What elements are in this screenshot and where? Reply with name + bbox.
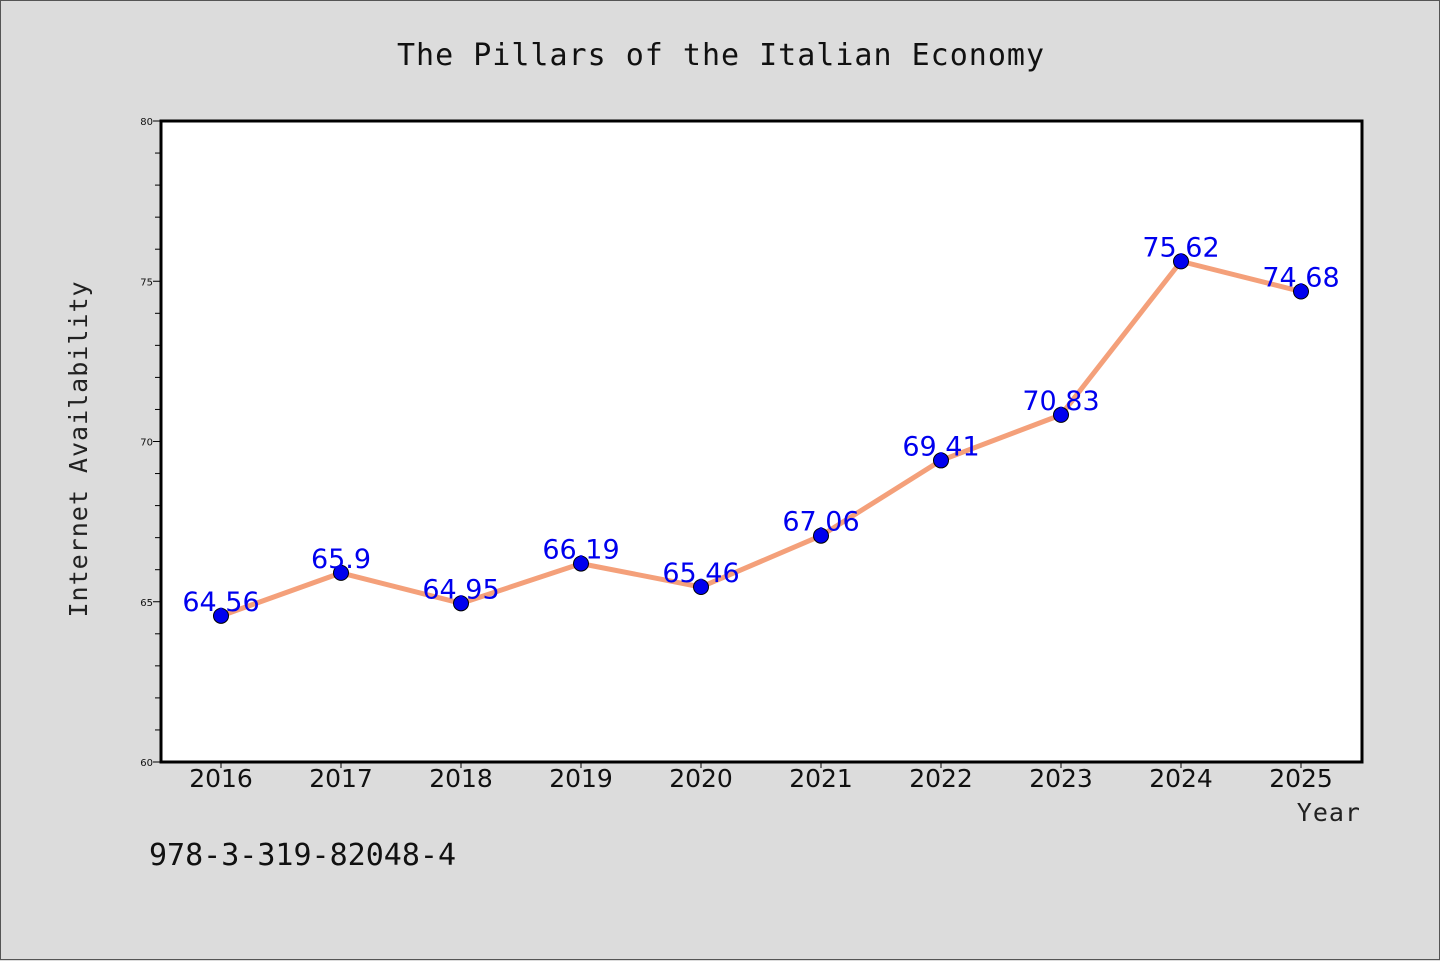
series-line (218, 258, 1304, 619)
data-label: 65.46 (662, 558, 739, 589)
data-label: 67.06 (782, 507, 859, 538)
data-point (573, 555, 589, 572)
x-tick-label: 2024 (1149, 764, 1213, 793)
data-point (1173, 253, 1189, 270)
data-label: 74.68 (1262, 263, 1339, 294)
data-labels-group: 64.56 65.9 64.95 66.19 65.46 67.06 69.41 70.83 7… (182, 232, 1339, 617)
series-line-group (218, 258, 1304, 619)
x-tick-label: 2023 (1029, 764, 1093, 793)
data-label: 69.41 (902, 431, 979, 462)
data-label: 66.19 (542, 535, 619, 566)
chart-title: The Pillars of the Italian Economy (397, 38, 1045, 73)
data-point (933, 452, 949, 469)
x-tick-label: 2017 (309, 764, 373, 793)
x-tick-label: 2021 (789, 764, 853, 793)
data-point (813, 527, 829, 544)
x-tick-label: 2020 (669, 764, 733, 793)
data-point (213, 607, 229, 624)
y-axis-label: Internet Availability (64, 280, 93, 617)
y-tick-label: 80 (140, 117, 153, 128)
data-label: 64.95 (422, 574, 499, 605)
series-points-group (213, 253, 1309, 624)
x-axis-label: Year (1297, 798, 1361, 827)
x-tick-label: 2025 (1269, 764, 1333, 793)
data-point (1053, 406, 1069, 423)
data-point (693, 579, 709, 596)
data-label: 65.9 (311, 544, 371, 575)
y-tick-label: 75 (140, 277, 153, 288)
x-axis-ticks: 2016 2017 2018 2019 2020 2021 2022 2023 2024 2025 (189, 762, 1333, 793)
data-label: 64.56 (182, 587, 259, 618)
x-tick-label: 2016 (189, 764, 253, 793)
plot-area (159, 119, 1364, 764)
data-label: 75.62 (1142, 232, 1219, 263)
y-tick-label: 65 (140, 598, 153, 609)
y-tick-label: 70 (140, 438, 153, 449)
data-point (1293, 283, 1309, 300)
data-point (333, 564, 349, 581)
data-point (453, 595, 469, 612)
y-tick-label: 60 (140, 758, 153, 769)
x-tick-label: 2019 (549, 764, 613, 793)
x-tick-label: 2018 (429, 764, 493, 793)
x-tick-label: 2022 (909, 764, 973, 793)
footer-code: 978-3-319-82048-4 (149, 838, 456, 873)
data-label: 70.83 (1022, 386, 1099, 417)
y-axis-ticks: 60 65 70 75 80 (140, 117, 161, 769)
